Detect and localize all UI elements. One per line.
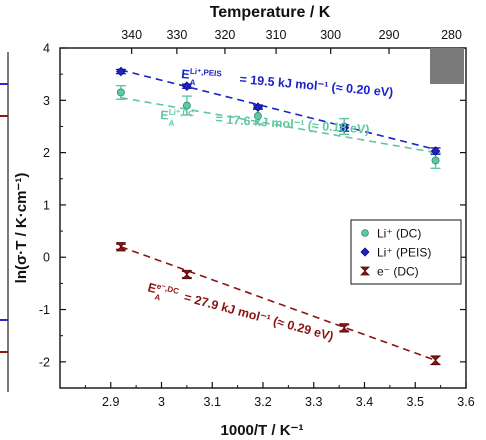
annotation-symbol: E xyxy=(146,280,158,296)
x-tick-label: 3.6 xyxy=(457,395,474,409)
legend-label: Li⁺ (DC) xyxy=(377,227,421,241)
top-tick-label: 340 xyxy=(121,28,142,42)
data-points xyxy=(115,66,441,366)
data-point xyxy=(430,146,441,156)
marker-diamond xyxy=(360,247,370,257)
marker-circle xyxy=(182,101,191,110)
annotation-symbol: E xyxy=(160,108,169,123)
data-point xyxy=(181,269,193,280)
x-tick-label: 3.4 xyxy=(356,395,373,409)
marker-bowtie xyxy=(430,355,441,365)
x-axis-title: 1000/T / K⁻¹ xyxy=(221,422,304,439)
top-tick-label: 330 xyxy=(166,28,187,42)
top-tick-label: 320 xyxy=(215,28,236,42)
marker-bowtie xyxy=(115,242,127,252)
x-tick-label: 3.1 xyxy=(204,395,221,409)
annotation-superscript: Li⁺,PEIS xyxy=(190,67,223,79)
annotation-subscript: A xyxy=(154,292,162,302)
annotation-symbol: E xyxy=(181,67,191,82)
data-point xyxy=(181,81,192,91)
data-point xyxy=(430,355,441,366)
fit-lines xyxy=(120,69,436,362)
activation-energy-annotation: ELi⁺,PEISA = 19.5 kJ mol⁻¹ (≈ 0.20 eV) xyxy=(180,66,394,104)
marker-circle xyxy=(431,156,440,165)
y-tick-label: 3 xyxy=(43,94,50,108)
top-tick-label: 310 xyxy=(266,28,287,42)
data-point xyxy=(181,95,192,116)
marker-bowtie xyxy=(360,266,370,276)
annotation-value: = 17.6 kJ mol⁻¹ (≈ 0.18 eV) xyxy=(212,112,370,137)
x-tick-label: 2.9 xyxy=(102,395,119,409)
marker-bowtie xyxy=(339,323,350,333)
marker-diamond xyxy=(253,102,263,112)
axes: 2.9 3 3.1 3.2 3.3 3.4 3.5 3.6 -2 -1 0 1 2 3 4 340 330 320… xyxy=(39,28,475,409)
top-tick-label: 280 xyxy=(441,28,462,42)
marker-diamond xyxy=(430,146,441,156)
data-point xyxy=(115,66,126,77)
marker-diamond xyxy=(339,123,349,133)
marker-bowtie xyxy=(181,269,193,280)
data-point xyxy=(252,102,263,112)
y-axis-title: ln(σ·T / K·cm⁻¹) xyxy=(13,173,30,284)
legend: Li⁺ (DC) Li⁺ (PEIS) e⁻ (DC) xyxy=(350,219,462,285)
marker-circle xyxy=(361,229,369,237)
top-tick-label: 300 xyxy=(320,28,341,42)
y-tick-label: -1 xyxy=(39,303,50,317)
x-tick-label: 3.2 xyxy=(254,395,271,409)
x-tick-label: 3.3 xyxy=(305,395,322,409)
marker-diamond xyxy=(116,66,126,77)
legend-label: Li⁺ (PEIS) xyxy=(377,246,431,260)
data-point xyxy=(339,323,350,333)
annotation-value: = 27.9 kJ mol⁻¹ (≈ 0.29 eV) xyxy=(179,289,335,343)
marker-circle xyxy=(116,88,125,97)
annotations: ELi⁺,DCA = 17.6 kJ mol⁻¹ (≈ 0.18 eV)ELi⁺… xyxy=(146,66,394,344)
data-point xyxy=(339,123,350,133)
top-tick-label: 290 xyxy=(379,28,400,42)
fit-line-2 xyxy=(120,246,436,362)
fit-line-1 xyxy=(120,69,436,151)
x-tick-label: 3 xyxy=(158,395,165,409)
fit-line-0 xyxy=(120,96,436,154)
annotation-superscript: Li⁺,DC xyxy=(169,108,195,119)
annotation-subscript: A xyxy=(189,78,196,87)
annotation-subscript: A xyxy=(168,119,175,128)
annotation-value: = 19.5 kJ mol⁻¹ (≈ 0.20 eV) xyxy=(236,72,394,100)
data-point xyxy=(115,242,127,252)
y-tick-label: 4 xyxy=(43,42,50,56)
overlay-gray-box xyxy=(430,48,464,84)
legend-label: e⁻ (DC) xyxy=(377,265,419,279)
x-tick-label: 3.5 xyxy=(407,395,424,409)
marker-diamond xyxy=(182,81,192,91)
y-tick-label: -2 xyxy=(39,355,50,369)
y-tick-label: 1 xyxy=(43,198,50,212)
neighboring-panel-fragment xyxy=(0,52,9,392)
top-axis-title: Temperature / K xyxy=(210,4,331,21)
marker-circle xyxy=(253,112,262,120)
data-point xyxy=(115,84,126,100)
y-tick-label: 2 xyxy=(43,146,50,160)
y-tick-label: 0 xyxy=(43,251,50,265)
